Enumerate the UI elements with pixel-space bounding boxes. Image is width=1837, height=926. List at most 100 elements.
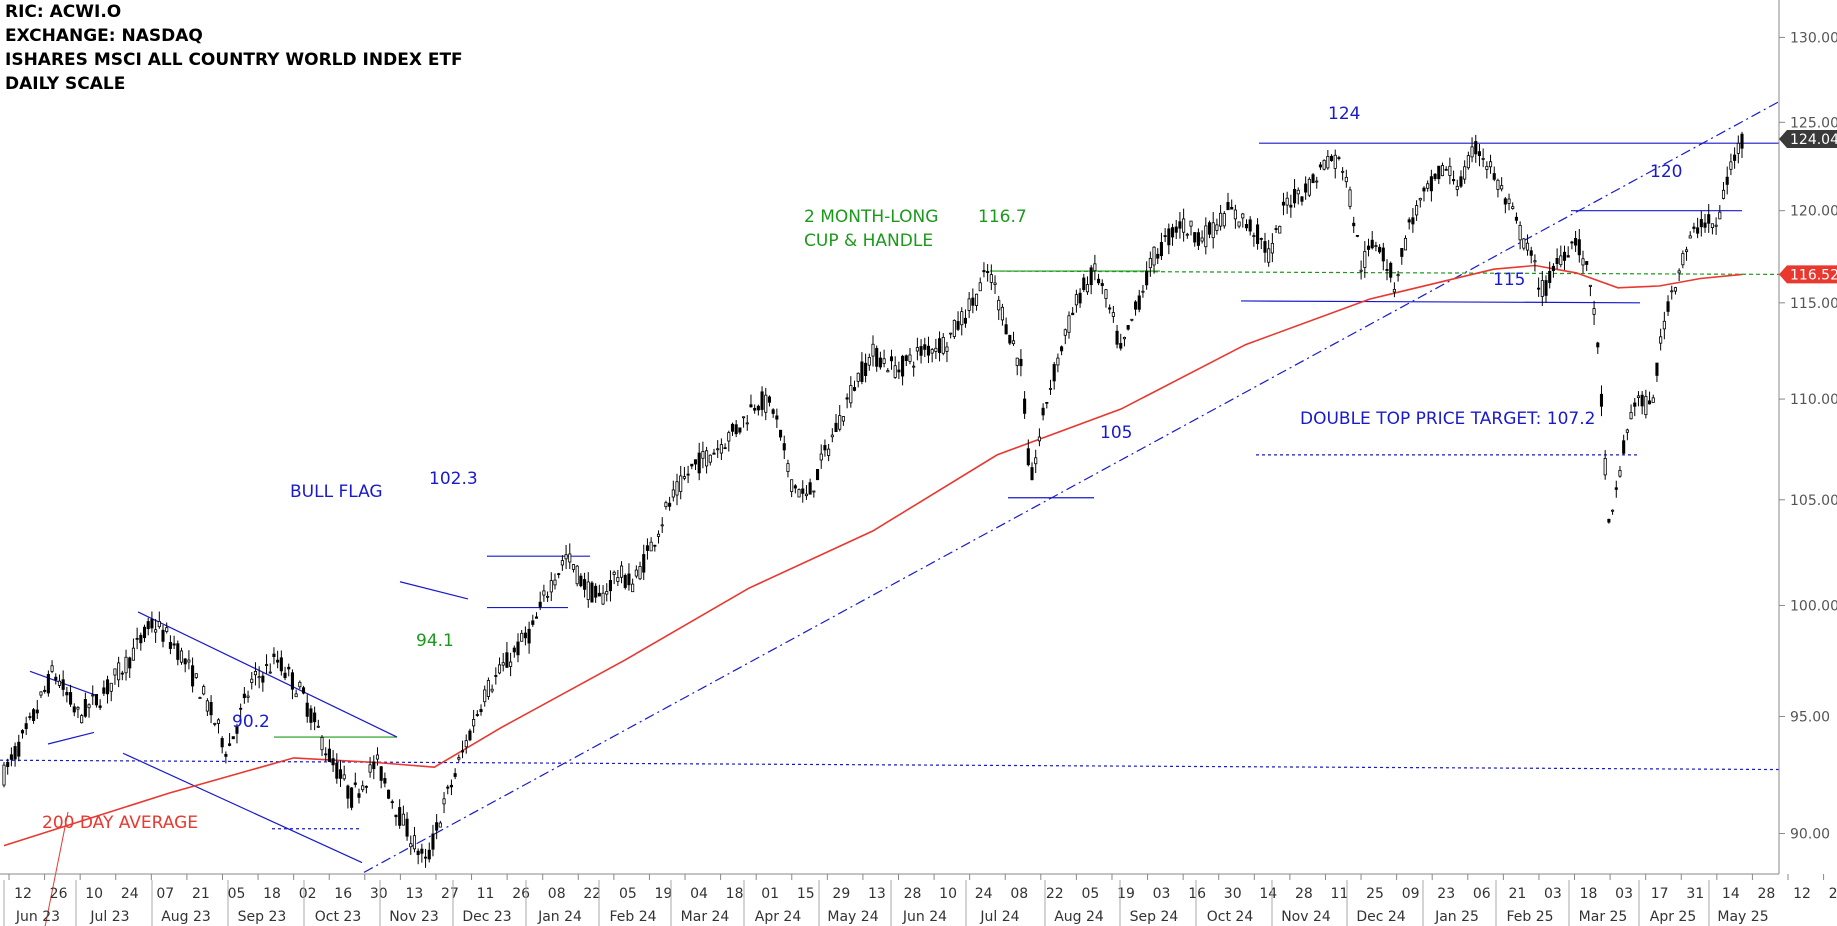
x-month-label: May 24	[827, 909, 878, 925]
x-day-label: 23	[1437, 886, 1455, 902]
candle-body	[150, 618, 154, 629]
x-day-label: 22	[583, 886, 601, 902]
candle-body	[298, 681, 302, 688]
x-month-label: Aug 23	[161, 909, 211, 925]
candle-body	[523, 632, 527, 639]
candle-body	[268, 671, 272, 674]
candle-body	[1559, 255, 1563, 266]
candle-body	[94, 693, 98, 706]
last-price-badge	[1779, 130, 1837, 149]
candle-body	[1455, 186, 1459, 190]
candle-body	[80, 715, 84, 724]
candle-body	[1315, 180, 1319, 183]
x-day-label: 05	[619, 886, 637, 902]
candle-body	[1189, 220, 1193, 227]
candle-body	[1662, 320, 1666, 330]
candle-body	[612, 571, 616, 575]
candle-body	[1233, 209, 1237, 220]
candle-body	[394, 814, 398, 818]
candle-body	[1226, 202, 1230, 211]
candle-body	[553, 579, 557, 586]
candle-body	[841, 416, 845, 422]
candle-body	[357, 793, 361, 798]
candle-body	[24, 723, 28, 730]
candle-body	[1178, 221, 1182, 229]
candle-body	[1156, 253, 1160, 259]
candle-body	[1577, 239, 1581, 256]
candle-body	[1000, 306, 1004, 321]
candle-body	[412, 835, 417, 850]
candle-body	[771, 409, 775, 414]
x-day-label: 19	[655, 886, 673, 902]
candle-body	[997, 299, 1001, 311]
last-price-label: 124.04	[1790, 132, 1837, 148]
candle-body	[679, 475, 683, 492]
candle-body	[1596, 342, 1600, 348]
candle-body	[1015, 357, 1019, 366]
candle-body	[135, 637, 139, 640]
candle-body	[102, 687, 106, 694]
candle-body	[1636, 395, 1641, 398]
candle-body	[690, 463, 694, 467]
y-tick-label: 115.00	[1790, 296, 1837, 312]
x-day-label: 26	[50, 886, 68, 902]
candle-body	[375, 754, 380, 760]
candle-body	[1407, 219, 1411, 223]
candle-body	[194, 673, 198, 678]
candle-body	[191, 665, 195, 687]
candle-body	[1392, 288, 1396, 293]
candle-body	[697, 452, 701, 474]
candle-body	[693, 459, 698, 465]
long-term-uptrend-line	[363, 101, 1780, 873]
candle-body	[560, 560, 564, 566]
candle-body	[1588, 284, 1592, 287]
candle-body	[1692, 226, 1696, 229]
candle-body	[1023, 398, 1027, 414]
candle-body	[1196, 232, 1200, 246]
candle-body	[1274, 228, 1278, 230]
candle-body	[401, 813, 405, 826]
x-day-label: 11	[1331, 886, 1349, 902]
candle-body	[1463, 166, 1467, 180]
candle-body	[638, 566, 642, 580]
x-day-label: 24	[975, 886, 993, 902]
candle-body	[904, 355, 908, 361]
candle-body	[1060, 346, 1064, 352]
x-day-label: 08	[548, 886, 566, 902]
candle-body	[867, 357, 871, 366]
candle-body	[712, 452, 716, 455]
candle-body	[1566, 255, 1570, 258]
candle-body	[250, 678, 254, 683]
candle-body	[1093, 263, 1097, 272]
candle-body	[305, 702, 309, 717]
x-day-label: 13	[868, 886, 886, 902]
candle-body	[1740, 133, 1744, 149]
candle-body	[9, 754, 13, 760]
candle-body	[246, 695, 250, 698]
candle-body	[172, 643, 176, 646]
candle-body	[276, 659, 280, 663]
candle-body	[1163, 235, 1167, 237]
candle-body	[730, 423, 735, 432]
candle-body	[571, 564, 576, 570]
x-month-label: Oct 24	[1207, 909, 1254, 925]
annotation-layer: BULL FLAG 102.3 94.1 90.2 200 DAY AVERAGE 2 M…	[42, 104, 1682, 833]
candle-body	[257, 676, 261, 679]
candle-body	[1733, 154, 1737, 161]
x-month-label: Apr 24	[755, 909, 802, 925]
candle-body	[1289, 204, 1293, 208]
candle-body	[287, 666, 291, 670]
x-day-label: 11	[477, 886, 495, 902]
candle-body	[1097, 278, 1101, 284]
candle-body	[1659, 336, 1663, 344]
candle-body	[738, 427, 742, 433]
x-day-label: 01	[761, 886, 779, 902]
candle-body	[165, 627, 169, 632]
early-flag-lower-line	[47, 731, 95, 745]
candle-body	[438, 822, 442, 828]
x-month-label: Apr 25	[1650, 909, 1696, 925]
candle-body	[1640, 394, 1644, 407]
candle-body	[945, 346, 949, 352]
candle-body	[187, 659, 191, 663]
